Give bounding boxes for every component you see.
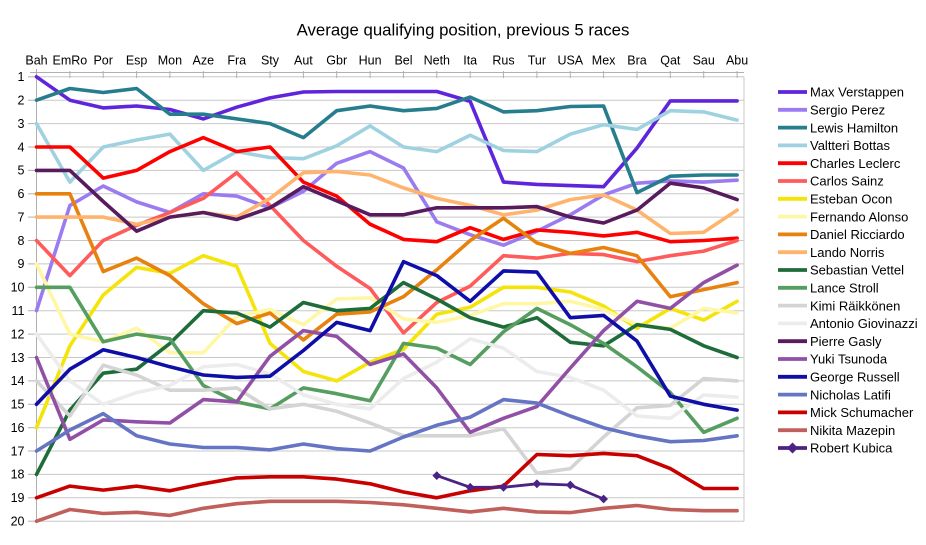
svg-text:4: 4 — [18, 140, 25, 154]
svg-text:Sty: Sty — [261, 54, 280, 68]
svg-text:Bah: Bah — [25, 54, 47, 68]
svg-text:12: 12 — [11, 327, 25, 341]
svg-text:George Russell: George Russell — [810, 370, 900, 385]
svg-text:20: 20 — [11, 515, 25, 529]
svg-text:Bel: Bel — [394, 54, 412, 68]
svg-text:Max Verstappen: Max Verstappen — [810, 85, 904, 100]
svg-text:Kimi Räikkönen: Kimi Räikkönen — [810, 298, 900, 313]
svg-text:15: 15 — [11, 398, 25, 412]
svg-text:Bra: Bra — [627, 54, 647, 68]
svg-text:19: 19 — [11, 491, 25, 505]
svg-text:Robert Kubica: Robert Kubica — [810, 441, 893, 456]
svg-text:Antonio Giovinazzi: Antonio Giovinazzi — [810, 316, 918, 331]
svg-text:Sebastian Vettel: Sebastian Vettel — [810, 263, 904, 278]
svg-text:14: 14 — [11, 374, 25, 388]
svg-text:Mick Schumacher: Mick Schumacher — [810, 405, 914, 420]
svg-text:Ita: Ita — [463, 54, 477, 68]
svg-text:Lewis Hamilton: Lewis Hamilton — [810, 120, 898, 135]
svg-text:7: 7 — [18, 210, 25, 224]
svg-text:Daniel Ricciardo: Daniel Ricciardo — [810, 227, 905, 242]
svg-text:Esp: Esp — [126, 54, 148, 68]
svg-text:Mon: Mon — [158, 54, 182, 68]
svg-text:Lando Norris: Lando Norris — [810, 245, 885, 260]
svg-text:2: 2 — [18, 94, 25, 108]
svg-text:Sau: Sau — [693, 54, 715, 68]
svg-text:1: 1 — [18, 70, 25, 84]
svg-text:11: 11 — [12, 304, 25, 318]
svg-text:Yuki Tsunoda: Yuki Tsunoda — [810, 352, 888, 367]
svg-text:Sergio Perez: Sergio Perez — [810, 103, 885, 118]
svg-text:Fernando Alonso: Fernando Alonso — [810, 209, 908, 224]
svg-text:Esteban Ocon: Esteban Ocon — [810, 192, 892, 207]
svg-text:5: 5 — [18, 164, 25, 178]
svg-text:Pierre Gasly: Pierre Gasly — [810, 334, 882, 349]
svg-text:Por: Por — [93, 54, 112, 68]
svg-text:Lance Stroll: Lance Stroll — [810, 281, 879, 296]
svg-text:Qat: Qat — [660, 54, 681, 68]
svg-text:10: 10 — [11, 281, 25, 295]
svg-text:Charles Leclerc: Charles Leclerc — [810, 156, 901, 171]
svg-text:Aut: Aut — [294, 54, 313, 68]
svg-text:8: 8 — [18, 234, 25, 248]
svg-text:Hun: Hun — [359, 54, 382, 68]
svg-text:18: 18 — [11, 468, 25, 482]
svg-text:17: 17 — [11, 444, 25, 458]
svg-text:Fra: Fra — [227, 54, 246, 68]
svg-text:Nikita Mazepin: Nikita Mazepin — [810, 423, 895, 438]
svg-text:Aze: Aze — [193, 54, 215, 68]
svg-text:3: 3 — [18, 117, 25, 131]
svg-text:Gbr: Gbr — [326, 54, 347, 68]
svg-text:Rus: Rus — [492, 54, 514, 68]
svg-text:USA: USA — [557, 54, 583, 68]
svg-text:Tur: Tur — [528, 54, 546, 68]
svg-text:Mex: Mex — [592, 54, 616, 68]
svg-text:Carlos Sainz: Carlos Sainz — [810, 174, 884, 189]
svg-text:6: 6 — [18, 187, 25, 201]
svg-text:Abu: Abu — [726, 54, 748, 68]
svg-text:Nicholas Latifi: Nicholas Latifi — [810, 387, 891, 402]
svg-text:Average qualifying position, p: Average qualifying position, previous 5 … — [297, 20, 630, 39]
svg-text:Neth: Neth — [424, 54, 450, 68]
svg-text:16: 16 — [11, 421, 25, 435]
svg-text:13: 13 — [11, 351, 25, 365]
svg-text:EmRo: EmRo — [53, 54, 88, 68]
svg-text:9: 9 — [18, 257, 25, 271]
svg-text:Valtteri Bottas: Valtteri Bottas — [810, 138, 890, 153]
